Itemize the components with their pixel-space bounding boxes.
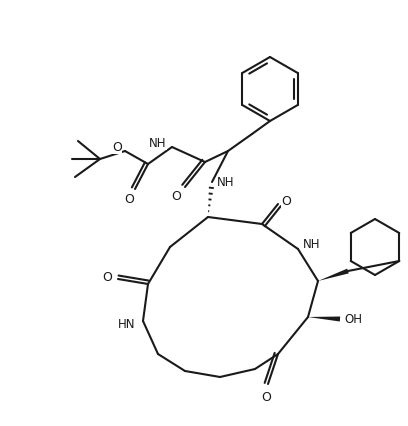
Text: O: O (171, 190, 181, 203)
Text: NH: NH (149, 137, 167, 150)
Text: NH: NH (303, 238, 321, 251)
Polygon shape (308, 317, 340, 322)
Text: O: O (102, 271, 112, 284)
Text: O: O (124, 193, 134, 206)
Text: NH: NH (217, 176, 235, 189)
Polygon shape (318, 269, 349, 281)
Text: O: O (281, 195, 291, 208)
Text: O: O (261, 391, 271, 403)
Text: O: O (112, 141, 122, 154)
Text: HN: HN (118, 318, 136, 331)
Text: OH: OH (344, 313, 362, 326)
